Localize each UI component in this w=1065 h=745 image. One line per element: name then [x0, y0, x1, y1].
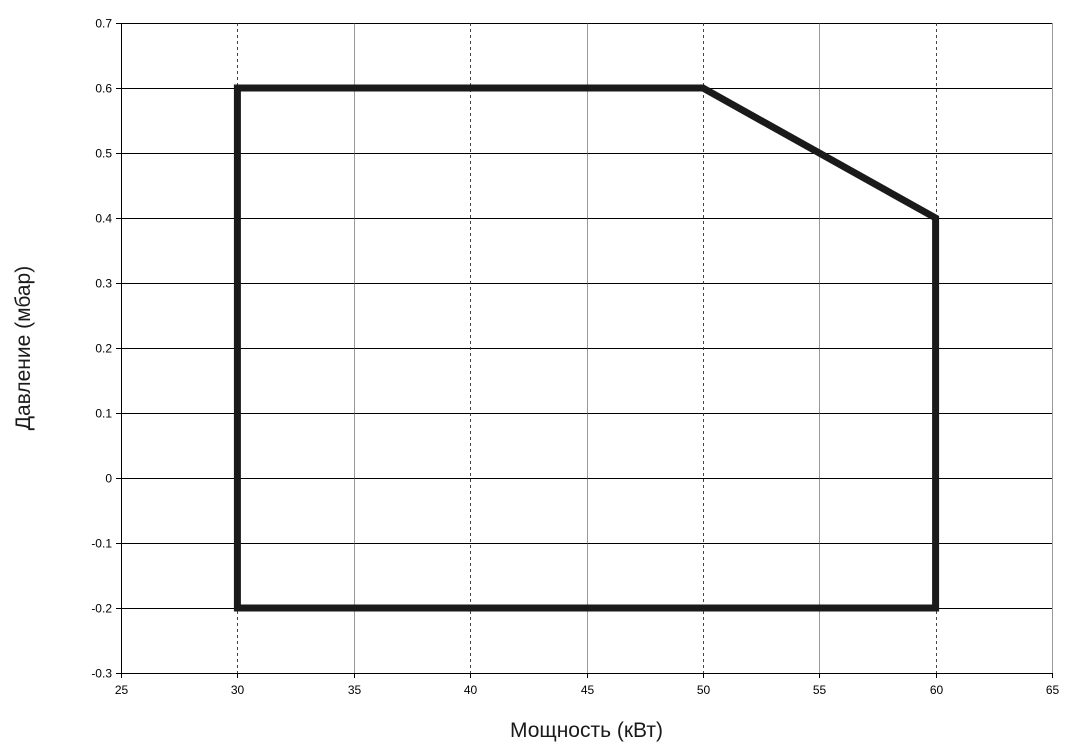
y-tick-label: 0.2: [95, 342, 112, 356]
y-tick-label: -0.3: [91, 667, 112, 681]
x-tick-label: 45: [581, 683, 595, 697]
x-tick-label: 25: [115, 683, 129, 697]
x-tick-label: 40: [464, 683, 478, 697]
y-tick-label: 0.7: [95, 17, 112, 31]
y-tick-label: 0.1: [95, 407, 112, 421]
x-tick-label: 55: [813, 683, 827, 697]
x-axis-title: Мощность (кВт): [510, 719, 663, 742]
x-tick-label: 65: [1046, 683, 1060, 697]
y-tick-label: 0: [105, 472, 112, 486]
axes-layer: [121, 23, 1052, 674]
series-layer: [233, 84, 940, 612]
grid-layer: [116, 23, 1053, 678]
series-line: [233, 84, 940, 612]
y-tick-label: -0.2: [91, 602, 112, 616]
x-tick-label: 30: [231, 683, 245, 697]
y-tick-label: -0.1: [91, 537, 112, 551]
x-tick-label: 50: [697, 683, 711, 697]
y-axis-title: Давление (мбар): [12, 266, 35, 430]
x-tick-label: 35: [348, 683, 362, 697]
tick-labels-layer: -0.3 -0.2 -0.1 0 0.1 0.2 0.3 0.4 0.5 0.6 0.7 25 30 35…: [91, 17, 1059, 698]
x-tick-label: 60: [930, 683, 944, 697]
y-tick-label: 0.6: [95, 82, 112, 96]
y-tick-label: 0.5: [95, 147, 112, 161]
y-tick-label: 0.4: [95, 212, 112, 226]
y-tick-label: 0.3: [95, 277, 112, 291]
